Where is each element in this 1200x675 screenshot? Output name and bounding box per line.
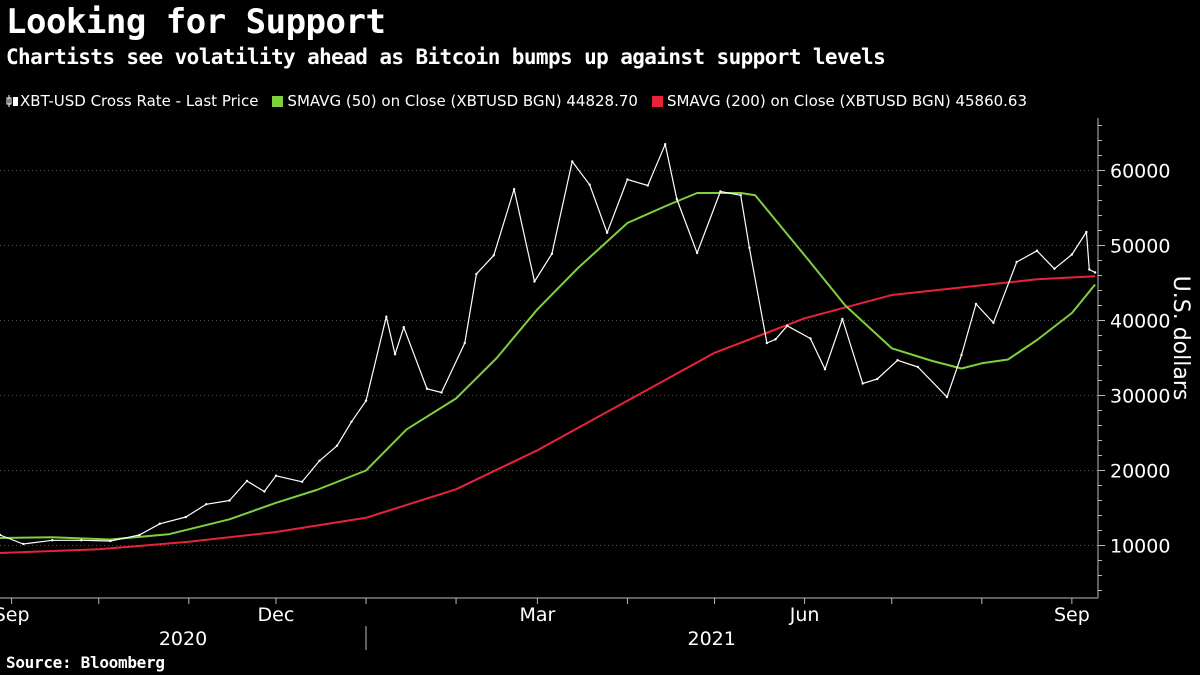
price-point bbox=[138, 533, 141, 537]
price-point bbox=[245, 479, 249, 483]
y-tick-label: 60000 bbox=[1110, 161, 1170, 183]
price-point bbox=[739, 194, 742, 197]
price-point bbox=[274, 474, 278, 477]
price-point bbox=[841, 317, 844, 321]
price-point bbox=[992, 321, 995, 324]
x-year-label: 2020 bbox=[159, 628, 207, 650]
price-point bbox=[475, 272, 478, 276]
price-point bbox=[809, 337, 812, 340]
price-point bbox=[765, 341, 769, 345]
price-point bbox=[318, 459, 321, 462]
legend-label-price: XBT-USD Cross Rate - Last Price bbox=[20, 92, 259, 110]
price-point bbox=[205, 503, 208, 506]
price-point bbox=[1085, 230, 1088, 234]
y-tick-label: 50000 bbox=[1110, 236, 1170, 258]
price-point bbox=[605, 231, 609, 234]
price-point bbox=[1093, 271, 1097, 274]
price-point bbox=[350, 420, 353, 423]
x-tick-label: Sep bbox=[0, 604, 30, 626]
price-point bbox=[228, 499, 231, 502]
price-point bbox=[896, 359, 899, 362]
x-tick-label: Sep bbox=[1054, 604, 1090, 626]
x-tick-label: Dec bbox=[258, 604, 295, 626]
price-point bbox=[402, 326, 405, 329]
legend-swatch-sma200 bbox=[651, 95, 663, 107]
price-point bbox=[588, 183, 591, 186]
y-tick-label: 20000 bbox=[1110, 461, 1170, 483]
legend-label-sma50: SMAVG (50) on Close (XBTUSD BGN) 44828.7… bbox=[287, 92, 638, 110]
price-point bbox=[663, 143, 667, 146]
price-point bbox=[748, 246, 751, 249]
price-point bbox=[0, 533, 2, 537]
legend-swatch-sma50 bbox=[272, 95, 284, 107]
source-note: Source: Bloomberg bbox=[6, 653, 165, 672]
price-point bbox=[393, 353, 397, 356]
price-point bbox=[945, 395, 949, 399]
price-point bbox=[646, 184, 649, 187]
price-point bbox=[695, 251, 699, 255]
price-point bbox=[1088, 268, 1091, 271]
price-point bbox=[571, 160, 574, 163]
price-point bbox=[876, 377, 879, 381]
price-point bbox=[1070, 253, 1074, 256]
price-point bbox=[1035, 249, 1039, 252]
sma200-series-line bbox=[0, 275, 1096, 554]
price-point bbox=[300, 480, 304, 483]
price-point bbox=[184, 515, 188, 519]
price-point bbox=[675, 197, 679, 201]
price-point bbox=[626, 178, 629, 181]
price-point bbox=[109, 539, 112, 543]
price-point bbox=[425, 387, 429, 390]
price-point bbox=[440, 391, 443, 394]
price-point bbox=[1015, 260, 1018, 264]
price-point bbox=[335, 444, 339, 447]
price-point bbox=[263, 490, 266, 493]
candlestick-icon bbox=[6, 94, 18, 108]
price-point bbox=[719, 190, 722, 193]
price-point bbox=[774, 338, 777, 341]
price-point bbox=[463, 341, 466, 345]
price-point bbox=[364, 399, 368, 402]
y-axis-label: U.S. dollars bbox=[1168, 276, 1193, 401]
y-tick-label: 30000 bbox=[1110, 386, 1170, 408]
chart-subtitle: Chartists see volatility ahead as Bitcoi… bbox=[6, 45, 886, 69]
price-point bbox=[1053, 267, 1056, 270]
legend-item-sma50: SMAVG (50) on Close (XBTUSD BGN) 44828.7… bbox=[272, 92, 638, 110]
price-point bbox=[51, 539, 54, 542]
y-tick-label: 10000 bbox=[1110, 536, 1170, 558]
price-point bbox=[823, 368, 827, 371]
price-point bbox=[533, 280, 536, 283]
price-point bbox=[785, 324, 789, 327]
price-point bbox=[960, 353, 963, 357]
price-point bbox=[512, 188, 516, 191]
price-point bbox=[22, 542, 25, 546]
price-series-line bbox=[0, 143, 1096, 545]
y-tick-label: 40000 bbox=[1110, 311, 1170, 333]
price-point bbox=[974, 302, 978, 306]
chart-legend: XBT-USD Cross Rate - Last Price SMAVG (5… bbox=[6, 92, 1041, 110]
x-tick-label: Jun bbox=[789, 604, 820, 626]
price-point bbox=[80, 539, 83, 542]
price-point bbox=[861, 382, 864, 385]
legend-item-price: XBT-USD Cross Rate - Last Price bbox=[6, 92, 258, 110]
legend-label-sma200: SMAVG (200) on Close (XBTUSD BGN) 45860.… bbox=[666, 92, 1028, 110]
price-point bbox=[385, 315, 388, 318]
price-point bbox=[158, 522, 161, 525]
price-point bbox=[492, 254, 496, 257]
sma50-series-line bbox=[0, 192, 1096, 541]
price-point bbox=[916, 365, 920, 369]
price-point bbox=[550, 252, 554, 255]
x-tick-label: Mar bbox=[519, 604, 555, 626]
x-year-label: 2021 bbox=[687, 628, 735, 650]
legend-item-sma200: SMAVG (200) on Close (XBTUSD BGN) 45860.… bbox=[651, 92, 1028, 110]
chart-title: Looking for Support bbox=[6, 2, 386, 42]
